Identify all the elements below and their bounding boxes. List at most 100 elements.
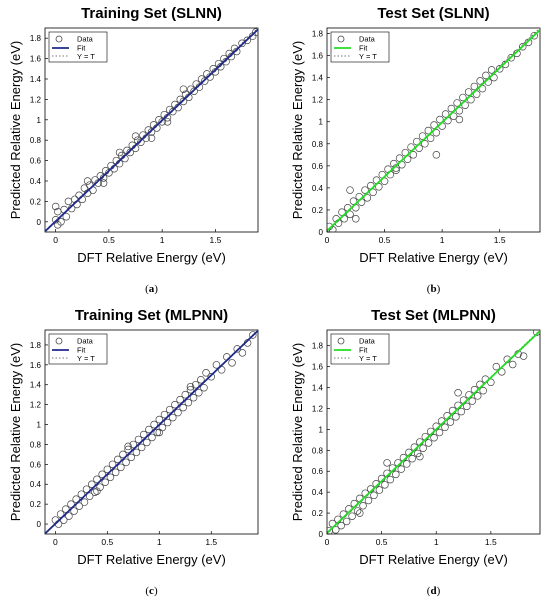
data-point — [101, 478, 110, 487]
data-point — [169, 107, 177, 116]
chart-panel-c: Training Set (MLPNN) 0 0.5 1 1.5 0 0.2 0.4 0.6 0.… — [0, 302, 275, 604]
legend-box — [48, 31, 108, 63]
data-point — [501, 60, 510, 69]
x-axis-label: DFT Relative Energy (eV) — [359, 250, 508, 265]
fit-line — [45, 330, 258, 534]
legend-data-marker — [55, 337, 63, 345]
y-axis-label: Predicted Relative Energy (eV) — [290, 41, 305, 219]
data-point — [424, 126, 433, 135]
data-point — [436, 115, 444, 124]
data-point — [492, 362, 501, 371]
data-point — [179, 85, 188, 93]
chart-svg-b: Test Set (SLNN) 0 0.5 1 1.5 0 0.2 0.4 0.6 0.8 1 1.2… — [290, 5, 541, 295]
data-point — [346, 186, 354, 194]
data-point — [119, 450, 127, 459]
data-point — [62, 212, 71, 221]
x-tick-label: 1 — [160, 235, 165, 245]
y-tick-label: 0.6 — [312, 162, 324, 171]
data-point — [200, 383, 208, 392]
data-point — [252, 28, 258, 36]
y-tick-label: 0.6 — [30, 460, 42, 469]
y-tick-label: 0 — [37, 218, 42, 227]
caption-close: ) — [154, 585, 158, 597]
caption-letter: c — [149, 585, 154, 597]
data-point — [147, 128, 156, 136]
x-axis-label: DFT Relative Energy (eV) — [77, 250, 226, 265]
x-tick-label: 1.5 — [209, 235, 221, 245]
legend-data-label: Data — [77, 35, 94, 44]
x-tick-label: 0 — [325, 235, 330, 245]
data-point — [189, 393, 198, 402]
data-point — [99, 179, 108, 187]
data-point — [174, 408, 182, 417]
data-point — [238, 349, 247, 357]
data-point — [424, 439, 433, 447]
data-point — [54, 221, 62, 229]
data-point — [397, 465, 406, 473]
data-point — [418, 132, 427, 140]
data-point — [375, 183, 383, 191]
data-point — [463, 402, 471, 411]
x-tick-label: 1.5 — [494, 235, 506, 245]
legend-fit-label: Fit — [359, 346, 368, 355]
data-point — [524, 38, 533, 47]
x-tick-label: 1 — [434, 537, 439, 547]
x-tick-label: 0.5 — [376, 537, 388, 547]
data-point — [453, 99, 461, 107]
data-point — [361, 186, 369, 194]
data-point — [72, 495, 80, 503]
caption-letter: a — [149, 283, 155, 295]
data-point — [179, 403, 187, 412]
legend-data-label: Data — [359, 35, 376, 44]
y-tick-label: 1.2 — [30, 95, 42, 104]
data-point — [454, 389, 462, 397]
data-point — [88, 480, 96, 488]
data-point — [111, 468, 120, 477]
data-point — [137, 443, 146, 452]
data-point — [419, 444, 427, 452]
legend-data-marker — [337, 35, 345, 43]
data-point — [380, 177, 389, 186]
chart-svg-d: Test Set (MLPNN) 0 0.5 1 1.5 0 0.2 0.4 0.6 0.8 1 1.… — [290, 307, 541, 597]
legend-yt-label: Y = T — [359, 52, 377, 61]
caption-open: ( — [427, 585, 431, 597]
data-point — [519, 352, 528, 360]
y-tick-label: 0.2 — [30, 197, 42, 206]
data-point — [51, 202, 60, 211]
y-tick-label: 1 — [319, 118, 324, 127]
y-tick-label: 1 — [37, 116, 42, 125]
y-tick-label: 0.2 — [312, 206, 324, 215]
data-point — [228, 359, 236, 367]
data-point — [392, 470, 400, 479]
data-point — [83, 177, 92, 185]
x-tick-label: 0 — [53, 537, 58, 547]
data-point — [432, 129, 441, 137]
legend-fit-label: Fit — [77, 346, 86, 355]
legend-data-label: Data — [77, 337, 94, 346]
data-point — [383, 459, 391, 467]
y-tick-label: 0.8 — [312, 140, 324, 149]
data-point — [98, 470, 106, 479]
legend-data-marker — [55, 35, 63, 43]
data-point — [108, 460, 117, 469]
data-point — [91, 488, 99, 496]
data-point — [113, 455, 122, 464]
data-point — [447, 104, 456, 113]
data-point — [103, 465, 112, 474]
x-tick-label: 0.5 — [101, 537, 113, 547]
caption-open: ( — [427, 283, 431, 295]
data-point — [62, 505, 70, 513]
plot-area — [45, 330, 258, 534]
data-point — [77, 490, 86, 498]
caption-open: ( — [145, 283, 149, 295]
y-tick-label: 1.6 — [312, 52, 324, 61]
y-tick-label: 0.2 — [30, 500, 42, 509]
y-tick-label: 1.6 — [30, 361, 42, 370]
y-tick-label: 1.4 — [30, 75, 42, 84]
legend-box — [330, 333, 390, 365]
chart-title: Test Set (MLPNN) — [371, 307, 496, 324]
data-point — [479, 386, 487, 395]
y-tick-label: 0.8 — [30, 440, 42, 449]
data-point — [186, 385, 195, 394]
y-tick-label: 1.6 — [30, 55, 42, 64]
